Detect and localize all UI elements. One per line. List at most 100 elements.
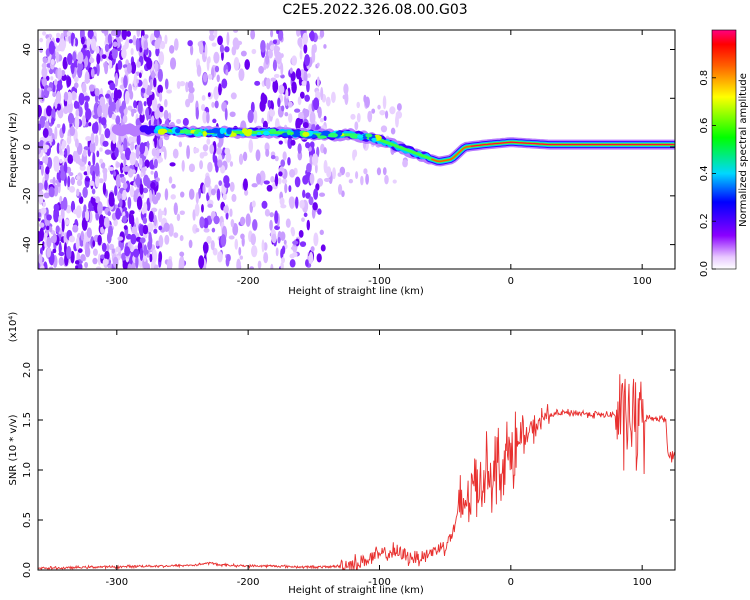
noise-blob [117, 236, 124, 241]
bottom-xlabel: Height of straight line (km) [288, 585, 424, 596]
noise-blob [278, 84, 285, 95]
noise-blob [238, 153, 244, 165]
top-xlabel: Height of straight line (km) [288, 286, 424, 297]
noise-blob [272, 39, 278, 45]
noise-blob [302, 121, 309, 129]
noise-blob [127, 196, 132, 209]
noise-blob [297, 143, 302, 154]
noise-blob [265, 54, 270, 65]
noise-blob [265, 77, 271, 90]
noise-blob [274, 155, 279, 162]
noise-blob [155, 240, 160, 247]
noise-blob [96, 62, 100, 77]
noise-blob [250, 30, 256, 40]
noise-blob [292, 240, 299, 245]
noise-blob [129, 185, 135, 198]
noise-blob [377, 104, 381, 110]
noise-blob [304, 54, 310, 67]
noise-blob [115, 115, 121, 125]
noise-blob [55, 32, 61, 39]
noise-blob [78, 196, 84, 205]
noise-blob [160, 210, 165, 215]
noise-blob [41, 66, 48, 79]
noise-blob [337, 172, 342, 177]
noise-blob [312, 97, 320, 111]
noise-blob [367, 110, 373, 123]
noise-blob [229, 181, 235, 193]
noise-blob [114, 185, 118, 197]
noise-blob [206, 57, 210, 71]
noise-blob [379, 109, 386, 116]
noise-blob [276, 39, 281, 45]
colorbar [712, 30, 736, 269]
noise-blob [291, 81, 297, 94]
noise-blob [58, 241, 62, 255]
noise-blob [97, 234, 102, 246]
noise-blob [229, 208, 233, 217]
noise-blob [38, 253, 43, 264]
noise-blob [216, 188, 221, 201]
noise-blob [63, 91, 69, 102]
noise-blob [289, 67, 293, 74]
noise-blob [164, 188, 169, 201]
noise-blob [100, 162, 106, 169]
noise-blob [80, 36, 85, 45]
noise-blob [90, 68, 95, 78]
noise-blob [309, 173, 315, 185]
noise-blob [285, 218, 291, 228]
noise-blob [316, 76, 320, 88]
noise-blob [159, 105, 164, 113]
noise-blob [214, 100, 219, 109]
noise-blob [108, 96, 112, 107]
noise-blob [382, 167, 387, 176]
noise-blob [70, 62, 75, 75]
noise-blob [44, 145, 48, 153]
bottom-multiplier: (x10⁴) [8, 312, 19, 343]
noise-blob [263, 60, 267, 71]
noise-blob [66, 135, 72, 145]
noise-blob [139, 247, 144, 261]
noise-blob [166, 258, 173, 269]
noise-blob [54, 98, 58, 110]
noise-blob [218, 180, 223, 186]
noise-blob [384, 174, 389, 185]
noise-blob [231, 45, 237, 56]
noise-blob [272, 59, 278, 72]
noise-blob [146, 197, 151, 212]
noise-blob [75, 109, 80, 118]
top-ytick-label: -20 [22, 188, 33, 204]
noise-blob [133, 100, 137, 109]
top-xtick-label: -200 [237, 276, 260, 287]
noise-blob [84, 70, 90, 85]
noise-blob [52, 91, 57, 98]
noise-blob [56, 123, 61, 128]
noise-blob [136, 61, 141, 68]
noise-blob [163, 148, 167, 160]
noise-blob [127, 105, 133, 111]
noise-blob [277, 236, 281, 244]
noise-blob [57, 108, 64, 119]
noise-blob [211, 101, 215, 108]
noise-blob [52, 248, 57, 254]
noise-blob [310, 246, 315, 252]
noise-blob [67, 175, 71, 188]
noise-blob [288, 196, 295, 207]
noise-blob [146, 90, 153, 96]
noise-blob [142, 217, 148, 225]
noise-blob [304, 94, 310, 102]
noise-blob [38, 222, 45, 228]
noise-blob [281, 178, 288, 184]
noise-blob [120, 76, 124, 84]
noise-blob [273, 44, 278, 57]
ridge-blob [302, 131, 310, 137]
noise-blob [67, 154, 74, 165]
ridge-blob [202, 131, 208, 137]
noise-blob [71, 90, 77, 101]
top-xtick-label: 100 [633, 276, 652, 287]
colorbar-label: Normalized spectral amplitude [738, 73, 749, 227]
noise-blob [83, 204, 87, 213]
noise-blob [120, 153, 126, 161]
noise-blob [234, 39, 240, 50]
noise-blob [306, 80, 310, 93]
noise-blob [50, 76, 54, 81]
